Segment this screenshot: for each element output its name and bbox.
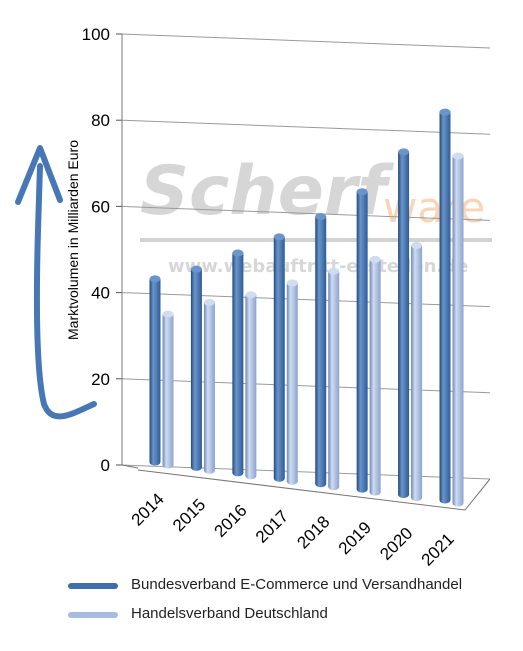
y-axis-label: Marktvolumen in Milliarden Euro <box>65 140 81 340</box>
x-tick-label-2017: 2017 <box>252 507 292 547</box>
bar-series-2-2020 <box>411 241 423 502</box>
gridline-20 <box>121 378 491 394</box>
y-tick-label-80: 80 <box>91 111 110 130</box>
floor-edge-right <box>464 478 491 511</box>
y-tick-label-100: 100 <box>82 25 110 44</box>
y-axis-ticks: 0 20 40 60 80 100 <box>82 25 110 475</box>
y-tick-label-20: 20 <box>91 370 110 389</box>
bar-series-1-2016 <box>232 249 244 477</box>
svg-text:Scherf: Scherf <box>140 152 394 231</box>
bar-series-2-2019 <box>369 255 381 496</box>
x-tick-label-2014: 2014 <box>128 489 168 529</box>
gridline-60 <box>121 205 491 221</box>
legend-swatch-series-1 <box>68 583 118 589</box>
gridline-80 <box>121 119 491 135</box>
bar-series-1-2020 <box>398 148 410 499</box>
x-tick-label-2018: 2018 <box>293 512 333 552</box>
gridline-40 <box>121 292 491 308</box>
floor-edge-left <box>121 464 139 469</box>
x-axis-line <box>137 469 466 511</box>
bar-series-2-2014 <box>162 310 174 469</box>
arrow-up-icon <box>15 145 97 420</box>
legend-label-series-1: Bundesverband E-Commerce und Versandhand… <box>131 576 463 593</box>
gridline-0 <box>121 464 491 480</box>
bar-series-2-2021 <box>452 152 464 507</box>
watermark-logo: Scherf ware www.webauftritt-erstellen.de <box>140 152 492 277</box>
x-tick-label-2019: 2019 <box>335 518 375 558</box>
bar-series-1-2017 <box>273 233 285 482</box>
y-tick-label-60: 60 <box>91 197 110 216</box>
legend-swatch-series-2 <box>68 612 118 618</box>
y-tick-label-0: 0 <box>101 456 110 475</box>
x-axis-ticks: 2014 2015 2016 2017 2018 2019 2020 2021 <box>128 489 458 569</box>
bar-series-2-2017 <box>286 279 298 485</box>
y-tick-label-40: 40 <box>91 284 110 303</box>
bar-series-2-2018 <box>328 267 340 491</box>
bar-series-1-2015 <box>190 265 202 471</box>
chart-grid <box>116 33 491 480</box>
chart-axes <box>121 34 491 511</box>
x-tick-label-2015: 2015 <box>169 495 209 535</box>
bar-series-2-2016 <box>245 291 257 480</box>
bar-series-2-2015 <box>203 298 215 474</box>
bar-series-1-2019 <box>356 188 368 493</box>
x-tick-label-2016: 2016 <box>211 501 251 541</box>
legend-label-series-2: Handelsverband Deutschland <box>131 605 328 622</box>
bar-series-1-2021 <box>439 108 451 504</box>
bar-series-1-2018 <box>315 212 327 488</box>
x-tick-label-2021: 2021 <box>418 529 458 569</box>
bar-series-1-2014 <box>149 275 161 466</box>
chart-bars <box>149 108 464 507</box>
x-tick-label-2020: 2020 <box>376 524 416 564</box>
gridline-100 <box>121 33 491 49</box>
